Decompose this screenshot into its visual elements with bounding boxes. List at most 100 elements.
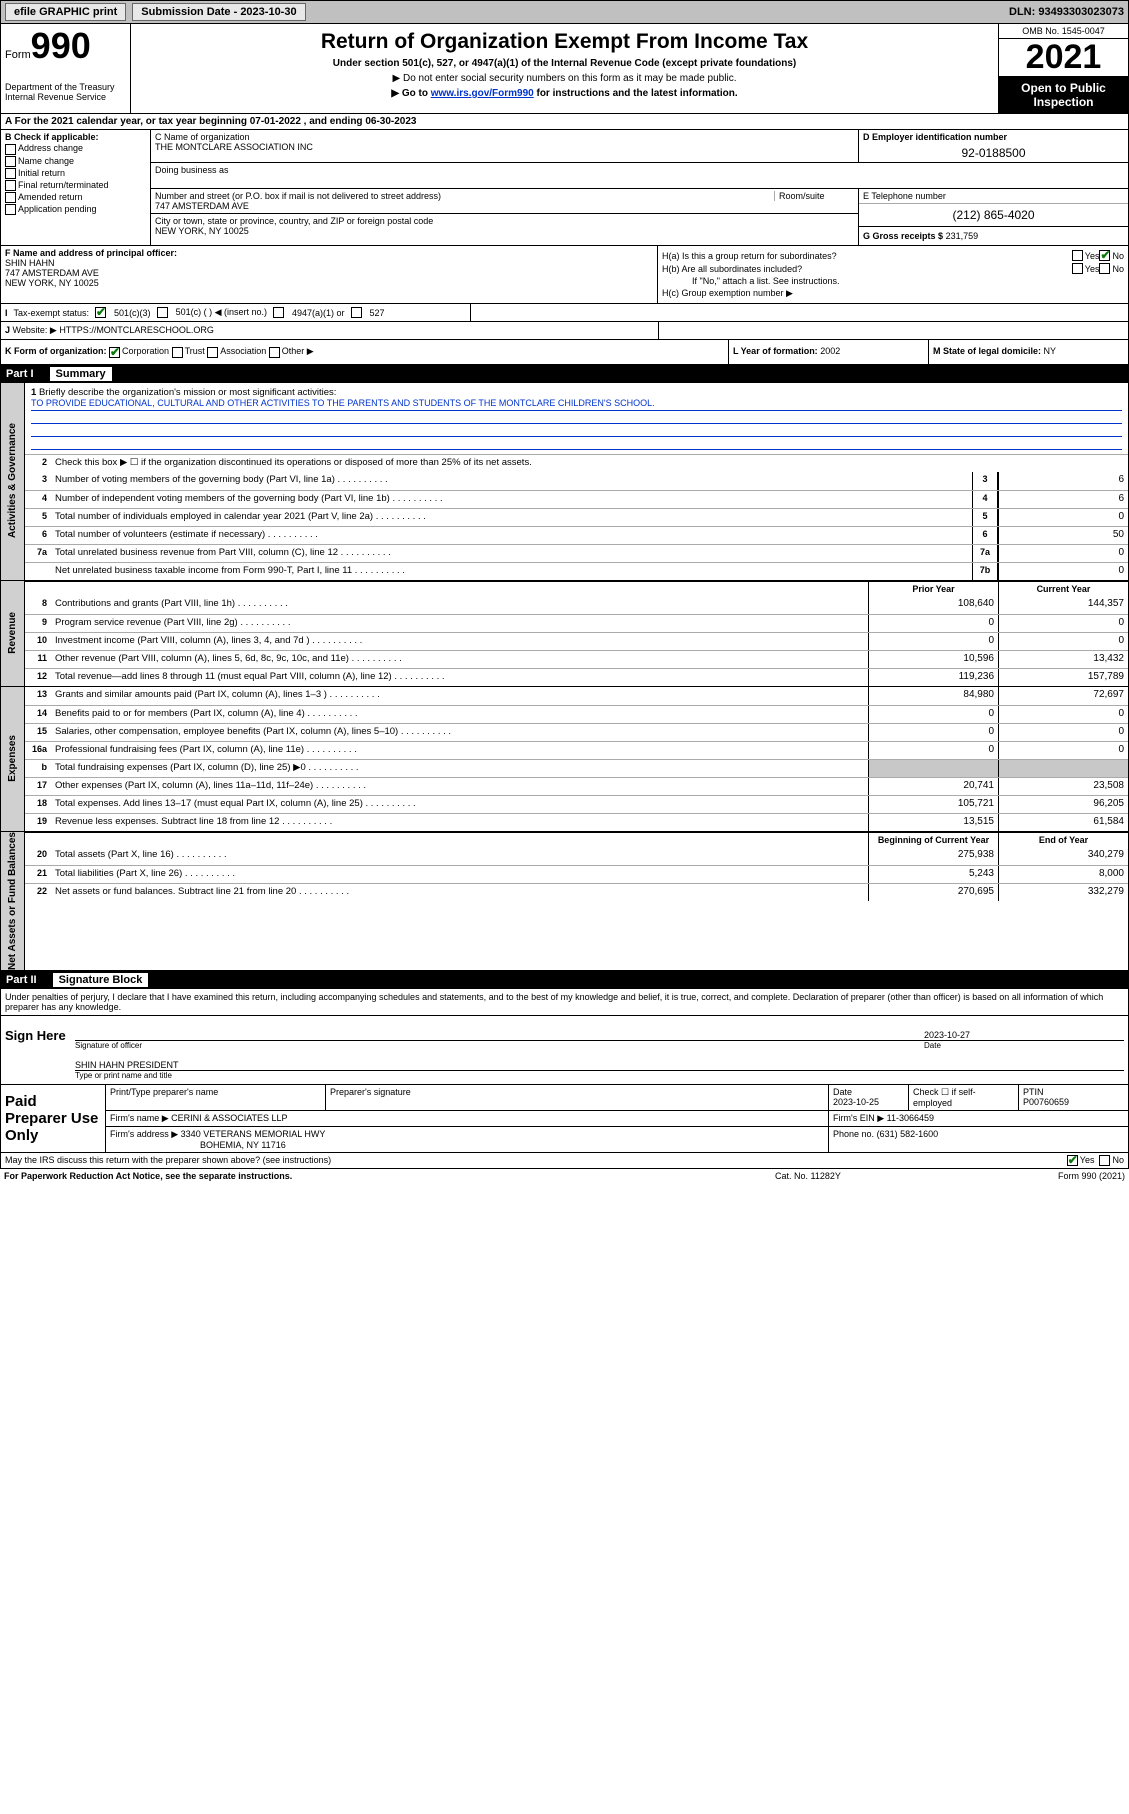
- goto-pre: ▶ Go to: [391, 88, 430, 99]
- firm-ein-lbl: Firm's EIN ▶: [833, 1113, 884, 1123]
- irs-link[interactable]: www.irs.gov/Form990: [431, 88, 534, 99]
- tel-label: E Telephone number: [859, 189, 1128, 204]
- sig-officer-cap: Signature of officer: [75, 1041, 924, 1050]
- mission-blank3: [31, 437, 1122, 450]
- firm-addr2: BOHEMIA, NY 11716: [110, 1140, 286, 1150]
- cb-501c3[interactable]: [95, 307, 106, 318]
- prep-selfemp: Check ☐ if self-employed: [908, 1085, 1018, 1110]
- expense-line: 18Total expenses. Add lines 13–17 (must …: [25, 795, 1128, 813]
- declaration: Under penalties of perjury, I declare th…: [0, 989, 1129, 1016]
- prep-ptin: PTINP00760659: [1018, 1085, 1128, 1110]
- row-addr-tel: Number and street (or P.O. box if mail i…: [151, 189, 1128, 245]
- header-left: Form990 Department of the Treasury Inter…: [1, 24, 131, 113]
- activities-governance: Activities & Governance 1 Briefly descri…: [0, 383, 1129, 581]
- cb-4947[interactable]: [273, 307, 284, 318]
- expense-line: bTotal fundraising expenses (Part IX, co…: [25, 759, 1128, 777]
- discuss-yes[interactable]: [1067, 1155, 1078, 1166]
- ssn-note: ▶ Do not enter social security numbers o…: [139, 73, 990, 84]
- expense-line: 16aProfessional fundraising fees (Part I…: [25, 741, 1128, 759]
- hb-no[interactable]: [1099, 263, 1110, 274]
- row-k: K Form of organization: Corporation Trus…: [0, 340, 1129, 364]
- cb-amended-return[interactable]: Amended return: [5, 192, 146, 203]
- officer-addr2: NEW YORK, NY 10025: [5, 278, 653, 288]
- q2: Check this box ▶ ☐ if the organization d…: [51, 455, 1128, 472]
- section-bcdefg: B Check if applicable: Address change Na…: [0, 130, 1129, 246]
- tax-year: 2021: [999, 39, 1128, 77]
- summary-line: Net unrelated business taxable income fr…: [25, 562, 1128, 580]
- tax-exempt-status: ITax-exempt status: 501(c)(3) 501(c) ( )…: [1, 304, 471, 321]
- cb-initial-return[interactable]: Initial return: [5, 168, 146, 179]
- officer-name: SHIN HAHN: [5, 258, 653, 268]
- hb-yes[interactable]: [1072, 263, 1083, 274]
- expense-line: 14Benefits paid to or for members (Part …: [25, 705, 1128, 723]
- row-name-ein: C Name of organization THE MONTCLARE ASS…: [151, 130, 1128, 163]
- discuss-q: May the IRS discuss this return with the…: [5, 1155, 1067, 1165]
- part2-title: Signature Block: [53, 973, 149, 987]
- netasset-line: 22Net assets or fund balances. Subtract …: [25, 883, 1128, 901]
- firm-ein: 11-3066459: [887, 1113, 934, 1123]
- firm-name: CERINI & ASSOCIATES LLP: [171, 1113, 287, 1123]
- netassets-section: Net Assets or Fund Balances Beginning of…: [0, 832, 1129, 971]
- cb-other[interactable]: [269, 347, 280, 358]
- part2-num: Part II: [6, 974, 37, 986]
- vtab-revenue: Revenue: [1, 581, 25, 686]
- cb-corporation[interactable]: [109, 347, 120, 358]
- name-label: C Name of organization: [155, 132, 854, 142]
- cb-application-pending[interactable]: Application pending: [5, 204, 146, 215]
- revenue-line: 9Program service revenue (Part VIII, lin…: [25, 614, 1128, 632]
- box-f-label: F Name and address of principal officer:: [5, 248, 653, 258]
- prep-label: Paid Preparer Use Only: [1, 1085, 105, 1152]
- dln: DLN: 93493303023073: [1009, 6, 1124, 18]
- revenue-col-hdr: Prior YearCurrent Year: [25, 581, 1128, 596]
- header-center: Return of Organization Exempt From Incom…: [131, 24, 998, 113]
- firm-addr1: 3340 VETERANS MEMORIAL HWY: [181, 1129, 326, 1139]
- na-col-hdr: Beginning of Current YearEnd of Year: [25, 832, 1128, 847]
- form-header: Form990 Department of the Treasury Inter…: [0, 24, 1129, 114]
- cb-501c[interactable]: [157, 307, 168, 318]
- prep-date: Date2023-10-25: [828, 1085, 908, 1110]
- room-label: Room/suite: [774, 191, 854, 201]
- prior-year-hdr: Prior Year: [868, 582, 998, 596]
- box-b: B Check if applicable: Address change Na…: [1, 130, 151, 245]
- officer-name-title: SHIN HAHN PRESIDENT: [75, 1060, 1124, 1070]
- end-year-hdr: End of Year: [998, 833, 1128, 847]
- officer-addr1: 747 AMSTERDAM AVE: [5, 268, 653, 278]
- expenses-section: Expenses 13Grants and similar amounts pa…: [0, 687, 1129, 832]
- summary-line: 3Number of voting members of the governi…: [25, 472, 1128, 490]
- ha-yes[interactable]: [1072, 250, 1083, 261]
- netasset-line: 20Total assets (Part X, line 16)275,9383…: [25, 847, 1128, 865]
- cb-final-return[interactable]: Final return/terminated: [5, 180, 146, 191]
- current-year-hdr: Current Year: [998, 582, 1128, 596]
- cb-trust[interactable]: [172, 347, 183, 358]
- expense-line: 19Revenue less expenses. Subtract line 1…: [25, 813, 1128, 831]
- row-i-right: [471, 304, 1128, 321]
- city-value: NEW YORK, NY 10025: [155, 226, 854, 236]
- dept: Department of the Treasury Internal Reve…: [5, 82, 126, 102]
- revenue-line: 12Total revenue—add lines 8 through 11 (…: [25, 668, 1128, 686]
- cb-address-change[interactable]: Address change: [5, 143, 146, 154]
- form-word: Form: [5, 49, 31, 61]
- netasset-line: 21Total liabilities (Part X, line 26)5,2…: [25, 865, 1128, 883]
- cb-association[interactable]: [207, 347, 218, 358]
- discuss-no[interactable]: [1099, 1155, 1110, 1166]
- summary-line: 4Number of independent voting members of…: [25, 490, 1128, 508]
- box-d-ein: D Employer identification number 92-0188…: [858, 130, 1128, 162]
- submission-date: Submission Date - 2023-10-30: [132, 3, 305, 21]
- mission-text: TO PROVIDE EDUCATIONAL, CULTURAL AND OTH…: [31, 398, 1122, 411]
- name-title-cap: Type or print name and title: [75, 1071, 1124, 1080]
- part1-title: Summary: [50, 367, 112, 381]
- row-i-j: ITax-exempt status: 501(c)(3) 501(c) ( )…: [0, 304, 1129, 322]
- discuss-row: May the IRS discuss this return with the…: [0, 1153, 1129, 1169]
- cb-name-change[interactable]: Name change: [5, 156, 146, 167]
- cb-527[interactable]: [351, 307, 362, 318]
- header-right: OMB No. 1545-0047 2021 Open to Public In…: [998, 24, 1128, 113]
- goto-post: for instructions and the latest informat…: [534, 88, 738, 99]
- ein-label: D Employer identification number: [863, 132, 1124, 142]
- box-h: H(a) Is this a group return for subordin…: [658, 246, 1128, 303]
- efile-button[interactable]: efile GRAPHIC print: [5, 3, 126, 21]
- ha-label: H(a) Is this a group return for subordin…: [662, 251, 1072, 261]
- city-label: City or town, state or province, country…: [155, 216, 854, 226]
- ha-no[interactable]: [1099, 250, 1110, 261]
- pra-notice: For Paperwork Reduction Act Notice, see …: [4, 1171, 775, 1181]
- firm-name-lbl: Firm's name ▶: [110, 1113, 169, 1123]
